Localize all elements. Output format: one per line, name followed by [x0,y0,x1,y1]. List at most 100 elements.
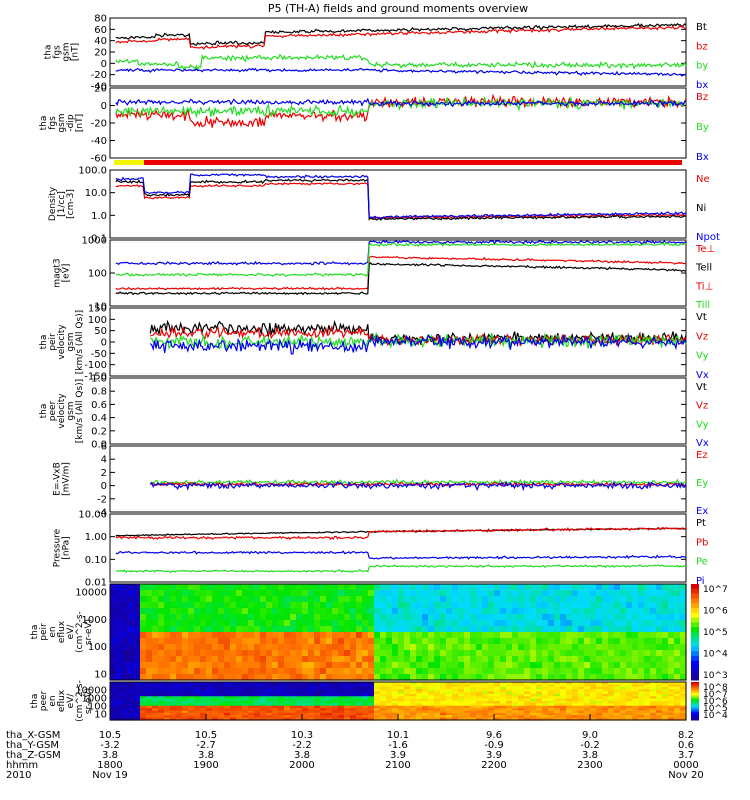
spectrogram-cell [170,596,177,603]
spectrogram-cell [446,656,453,663]
spectrogram-cell [434,650,441,657]
spectrogram-cell [230,701,237,704]
spectrogram-cell [536,684,543,688]
spectrogram-cell [368,608,375,615]
spectrogram-cell [626,712,633,716]
spectrogram-cell [512,703,519,707]
spectrogram-cell [494,656,501,663]
ytick-label: 0.4 [91,413,107,424]
spectrogram-cell [608,691,615,695]
xtick-d: Nov 19 [92,770,127,781]
spectrogram-cell [242,696,249,700]
spectrogram-cell [416,656,423,663]
spectrogram-cell [344,590,351,597]
spectrogram-cell [662,674,669,681]
spectrogram-cell [452,703,459,707]
ytick-label: 60 [94,25,107,36]
spectrogram-cell [152,693,159,697]
spectrogram-cell [356,596,363,603]
spectrogram-cell [512,596,519,603]
spectrogram-cell [680,705,687,709]
spectrogram-cell [566,662,573,669]
spectrogram-cell [632,686,639,690]
spectrogram-cell [668,712,675,716]
spectrogram-cell [560,686,567,690]
spectrogram-cell [224,705,231,709]
spectrogram-cell [596,656,603,663]
spectrogram-cell [626,656,633,663]
spectrogram-cell [188,596,195,603]
spectrogram-cell [314,696,321,700]
spectrogram-cell [680,602,687,609]
spectrogram-cell [194,596,201,603]
spectrogram-cell [554,686,561,690]
spectrogram-cell [176,686,183,690]
spectrogram-cell [200,717,207,721]
spectrogram-cell [590,644,597,651]
spectrogram-cell [116,602,123,609]
spectrogram-cell [266,590,273,597]
spectrogram-cell [542,602,549,609]
spectrogram-cell [626,715,633,719]
spectrogram-cell [152,584,159,591]
spectrogram-cell [464,656,471,663]
spectrogram-cell [218,693,225,697]
spectrogram-cell [140,696,147,700]
spectrogram-cell [512,656,519,663]
spectrogram-cell [248,656,255,663]
spectrogram-cell [380,668,387,675]
spectrogram-cell [302,602,309,609]
spectrogram-cell [578,596,585,603]
spectrogram-cell [140,691,147,695]
spectrogram-cell [326,662,333,669]
spectrogram-cell [626,691,633,695]
spectrogram-cell [560,705,567,709]
spectrogram-cell [416,682,423,685]
spectrogram-cell [560,632,567,639]
spectrogram-cell [308,662,315,669]
spectrogram-cell [398,668,405,675]
spectrogram-cell [110,602,117,609]
spectrogram-cell [392,602,399,609]
spectrogram-cell [356,656,363,663]
spectrogram-cell [674,703,681,707]
spectrogram-cell [644,662,651,669]
spectrogram-cell [362,701,369,704]
spectrogram-cell [608,668,615,675]
spectrogram-cell [668,632,675,639]
spectrogram-cell [176,712,183,716]
spectrogram-cell [542,698,549,702]
spectrogram-cell [596,698,603,702]
spectrogram-cell [314,717,321,721]
spectrogram-cell [656,608,663,615]
spectrogram-cell [350,584,357,591]
spectrogram-cell [110,590,117,597]
spectrogram-cell [440,682,447,685]
spectrogram-cell [404,708,411,712]
spectrogram-cell [524,682,531,685]
spectrogram-cell [320,701,327,704]
spectrogram-cell [674,705,681,709]
spectrogram-cell [434,703,441,707]
spectrogram-cell [350,705,357,709]
spectrogram-cell [152,682,159,685]
spectrogram-cell [524,703,531,707]
spectrogram-cell [116,717,123,721]
spectrogram-cell [500,674,507,681]
spectrogram-cell [638,689,645,693]
spectrogram-cell [182,712,189,716]
spectrogram-cell [536,703,543,707]
spectrogram-cell [578,703,585,707]
spectrogram-cell [290,682,297,685]
spectrogram-cell [680,668,687,675]
spectrogram-cell [554,712,561,716]
spectrogram-cell [488,701,495,704]
spectrogram-cell [332,691,339,695]
spectrogram-cell [146,608,153,615]
spectrogram-cell [428,668,435,675]
spectrogram-cell [410,696,417,700]
spectrogram-cell [680,689,687,693]
spectrogram-cell [602,626,609,633]
spectrogram-cell [314,682,321,685]
spectrogram-cell [350,662,357,669]
